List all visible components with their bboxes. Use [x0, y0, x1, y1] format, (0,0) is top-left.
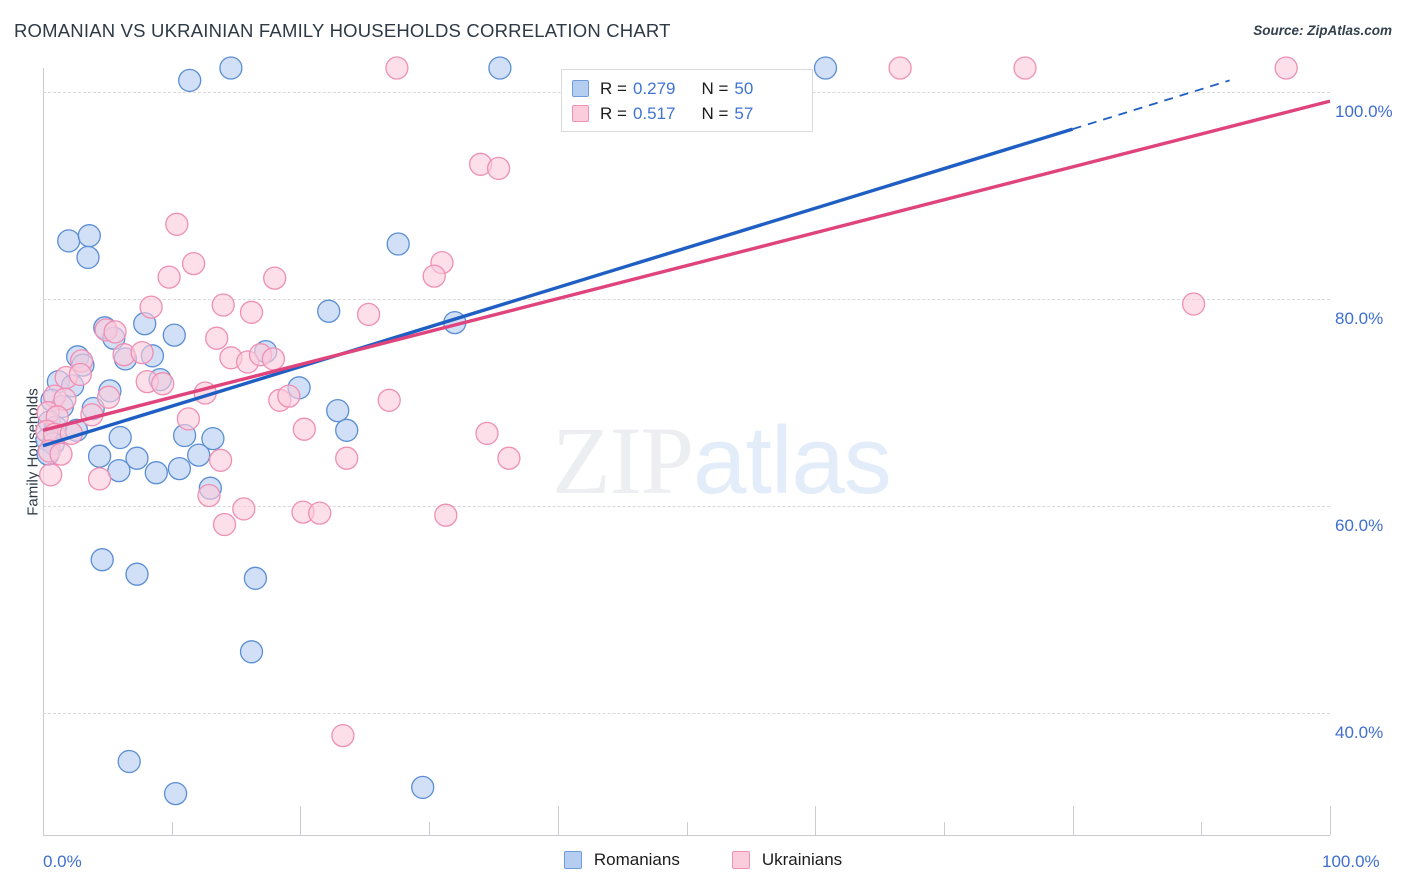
ukrainians-swatch-icon [572, 105, 589, 122]
correlation-legend: R = 0.279 N = 50 R = 0.517 N = 57 [561, 69, 813, 132]
n-label-ukrainians: N = [701, 103, 729, 123]
r-label-ukrainians: R = [600, 103, 627, 123]
y-tick-label: 40.0% [1335, 722, 1384, 742]
legend-row-romanians: R = 0.279 N = 50 [572, 76, 802, 101]
x-axis-tick [557, 806, 559, 835]
plot-area: Family Households 100.0% 80.0% 60.0% 40.0% [25, 68, 1393, 835]
x-axis-tick [686, 822, 688, 835]
romanians-legend-swatch-icon [563, 851, 582, 869]
x-tick-label-min: 0.0% [43, 852, 82, 871]
series-legend: Romanians Ukrainians [0, 850, 1406, 870]
r-value-romanians: 0.279 [632, 78, 676, 98]
x-axis-tick [1201, 822, 1203, 835]
x-axis-line [43, 835, 1330, 836]
gridline [43, 712, 1330, 714]
r-label-romanians: R = [600, 78, 627, 98]
r-value-ukrainians: 0.517 [632, 103, 676, 123]
gridline [43, 298, 1330, 300]
n-value-ukrainians: 57 [734, 103, 754, 123]
x-axis-tick [429, 822, 431, 835]
x-tick-label-max: 100.0% [1322, 852, 1380, 871]
ukrainians-legend-swatch-icon [731, 851, 750, 869]
gridline [43, 505, 1330, 507]
legend-item-ukrainians[interactable]: Ukrainians [731, 850, 843, 870]
legend-row-ukrainians: R = 0.517 N = 57 [572, 101, 802, 126]
legend-item-romanians[interactable]: Romanians [563, 850, 680, 870]
x-axis-tick [1330, 806, 1331, 835]
x-axis-tick [943, 822, 945, 835]
page-title: ROMANIAN VS UKRAINIAN FAMILY HOUSEHOLDS … [14, 20, 671, 41]
legend-label-ukrainians: Ukrainians [761, 850, 843, 869]
x-axis-tick [1072, 806, 1074, 835]
n-value-romanians: 50 [734, 78, 754, 98]
y-tick-label: 100.0% [1335, 101, 1393, 121]
x-axis-tick [815, 806, 817, 835]
legend-label-romanians: Romanians [593, 850, 680, 869]
n-label-romanians: N = [701, 78, 729, 98]
x-axis-tick [171, 822, 173, 835]
x-axis-tick [43, 806, 44, 835]
source-label: Source: ZipAtlas.com [1253, 23, 1392, 38]
x-axis-tick [300, 806, 302, 835]
y-axis-title: Family Households [24, 387, 42, 516]
romanians-swatch-icon [572, 80, 589, 97]
y-tick-label: 60.0% [1335, 515, 1384, 535]
y-tick-label: 80.0% [1335, 308, 1384, 328]
